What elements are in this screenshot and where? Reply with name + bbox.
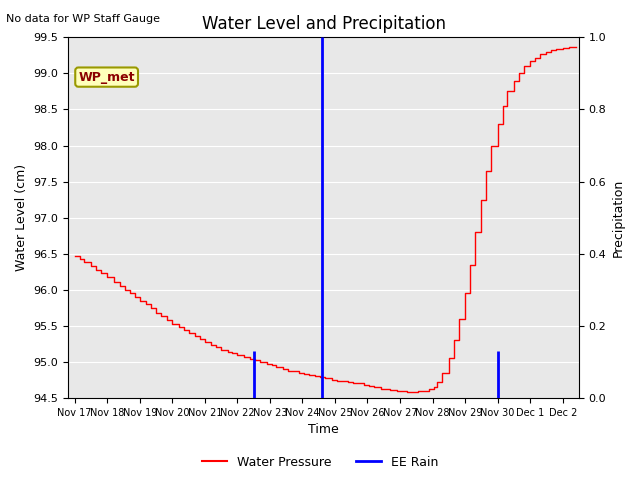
Title: Water Level and Precipitation: Water Level and Precipitation xyxy=(202,15,445,33)
Y-axis label: Precipitation: Precipitation xyxy=(612,179,625,257)
Legend: Water Pressure, EE Rain: Water Pressure, EE Rain xyxy=(196,451,444,474)
X-axis label: Time: Time xyxy=(308,423,339,436)
Text: No data for WP Staff Gauge: No data for WP Staff Gauge xyxy=(6,14,161,24)
Text: WP_met: WP_met xyxy=(78,71,135,84)
Y-axis label: Water Level (cm): Water Level (cm) xyxy=(15,164,28,271)
